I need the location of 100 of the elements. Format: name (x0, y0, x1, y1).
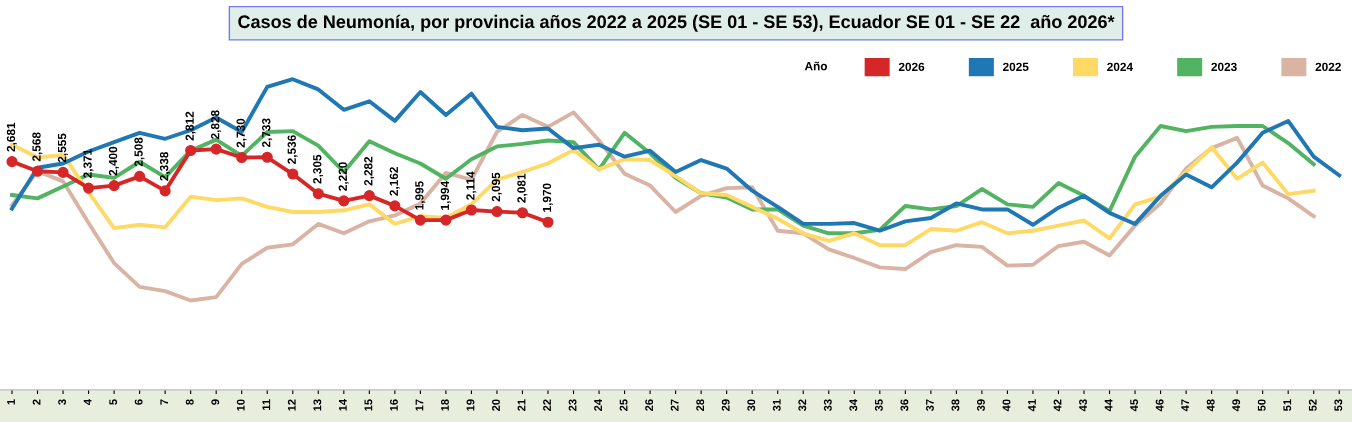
x-tick-label: 27 (670, 399, 679, 411)
x-tick-label: 25 (619, 399, 628, 411)
data-label: 2,568 (32, 132, 43, 162)
data-label: 2,081 (517, 173, 528, 203)
x-tick-label: 17 (415, 399, 424, 411)
legend-label: 2025 (1002, 62, 1029, 72)
x-tick-label: 28 (696, 399, 705, 411)
x-tick-label: 23 (568, 399, 577, 411)
data-label: 2,095 (491, 172, 502, 202)
point (312, 188, 324, 200)
point (542, 216, 554, 228)
point (185, 144, 197, 157)
x-tick-label: 29 (721, 399, 730, 411)
x-tick-label: 22 (543, 399, 551, 411)
data-label: 2,733 (262, 118, 273, 148)
x-tick-label: 50 (1257, 399, 1266, 411)
data-label: 2,400 (108, 146, 119, 176)
x-tick-label: 38 (951, 399, 960, 412)
point (31, 165, 44, 177)
x-tick-label: 30 (747, 399, 756, 412)
data-label: 2,305 (313, 154, 324, 184)
x-tick-label: 51 (1283, 399, 1292, 411)
point (414, 214, 426, 226)
data-label: 2,536 (287, 135, 298, 164)
x-tick-label: 24 (594, 399, 602, 411)
data-label: 2,371 (83, 149, 94, 178)
legend-label: 2023 (1211, 62, 1237, 72)
data-label: 2,282 (364, 156, 375, 186)
data-label: 2,338 (159, 151, 171, 181)
point (491, 206, 503, 218)
x-tick-label: 40 (1002, 399, 1011, 412)
x-tick-label: 52 (1308, 399, 1317, 411)
x-tick-label: 5 (109, 399, 118, 405)
x-tick-label: 42 (1053, 399, 1062, 412)
point (83, 182, 95, 194)
x-tick-label: 12 (287, 399, 296, 411)
x-tick-label: 46 (1155, 399, 1164, 412)
x-tick-label: 33 (823, 399, 832, 412)
point (465, 204, 477, 216)
x-tick-label: 10 (236, 399, 245, 411)
x-tick-label: 6 (134, 399, 143, 405)
data-label: 1,994 (440, 180, 451, 210)
x-tick-label: 26 (645, 399, 654, 411)
x-tick-label: 14 (339, 399, 347, 411)
x-tick-label: 9 (211, 399, 220, 405)
x-tick-label: 43 (1079, 399, 1087, 412)
x-tick-label: 44 (1104, 399, 1113, 412)
x-tick-label: 20 (492, 399, 500, 411)
chart-title: Casos de Neumonía, por provincia años 2022 a 2025 (SE 01 - SE 53), Ecuador SE 01 - SE 22 año 2026* (238, 14, 1115, 32)
data-label: 2,828 (211, 110, 222, 140)
legend-label: 2024 (1107, 62, 1133, 72)
data-label: 2,220 (338, 162, 349, 191)
point (440, 214, 452, 226)
x-tick-label: 41 (1028, 399, 1036, 412)
point (338, 195, 350, 207)
x-tick-label: 8 (185, 399, 194, 405)
x-tick-label: 47 (1181, 399, 1189, 412)
data-label: 1,970 (542, 183, 553, 212)
x-tick-label: 39 (977, 399, 985, 412)
legend-label: 2022 (1315, 62, 1341, 72)
x-tick-label: 18 (441, 399, 449, 411)
data-label: 2,812 (185, 111, 196, 141)
point (516, 207, 529, 219)
point (108, 180, 120, 192)
x-tick-label: 11 (262, 399, 271, 410)
data-label: 1,995 (415, 181, 426, 210)
legend-title: Año (804, 61, 828, 71)
legend-label: 2026 (898, 62, 925, 72)
x-tick-label: 53 (1334, 399, 1343, 411)
x-tick-label: 48 (1206, 399, 1215, 412)
x-tick-label: 36 (900, 399, 909, 412)
data-label: 2,162 (389, 167, 400, 196)
x-tick-label: 32 (798, 399, 807, 412)
point (389, 200, 401, 212)
x-tick-label: 45 (1130, 399, 1139, 412)
x-tick-label: 16 (389, 399, 398, 411)
x-tick-label: 13 (313, 399, 322, 411)
point (134, 170, 146, 182)
data-label: 2,730 (236, 118, 247, 148)
point (261, 151, 273, 163)
x-tick-label: 3 (58, 399, 67, 405)
point (57, 166, 69, 178)
data-label: 2,555 (57, 133, 68, 163)
x-tick-label: 4 (83, 399, 92, 405)
point (287, 168, 299, 180)
data-label: 2,114 (466, 171, 477, 200)
x-tick-label: 31 (772, 399, 781, 412)
x-tick-label: 2 (32, 399, 41, 405)
x-tick-label: 7 (160, 399, 169, 405)
x-tick-label: 1 (7, 399, 15, 405)
x-tick-label: 21 (517, 399, 526, 411)
x-tick-label: 19 (466, 399, 475, 411)
x-tick-label: 15 (364, 399, 373, 411)
x-tick-label: 49 (1232, 399, 1241, 412)
x-tick-label: 35 (874, 399, 883, 412)
point (210, 143, 222, 155)
data-label: 2,508 (134, 137, 145, 167)
point (363, 190, 375, 202)
data-label: 2,681 (6, 122, 17, 152)
x-tick-label: 34 (849, 399, 858, 412)
